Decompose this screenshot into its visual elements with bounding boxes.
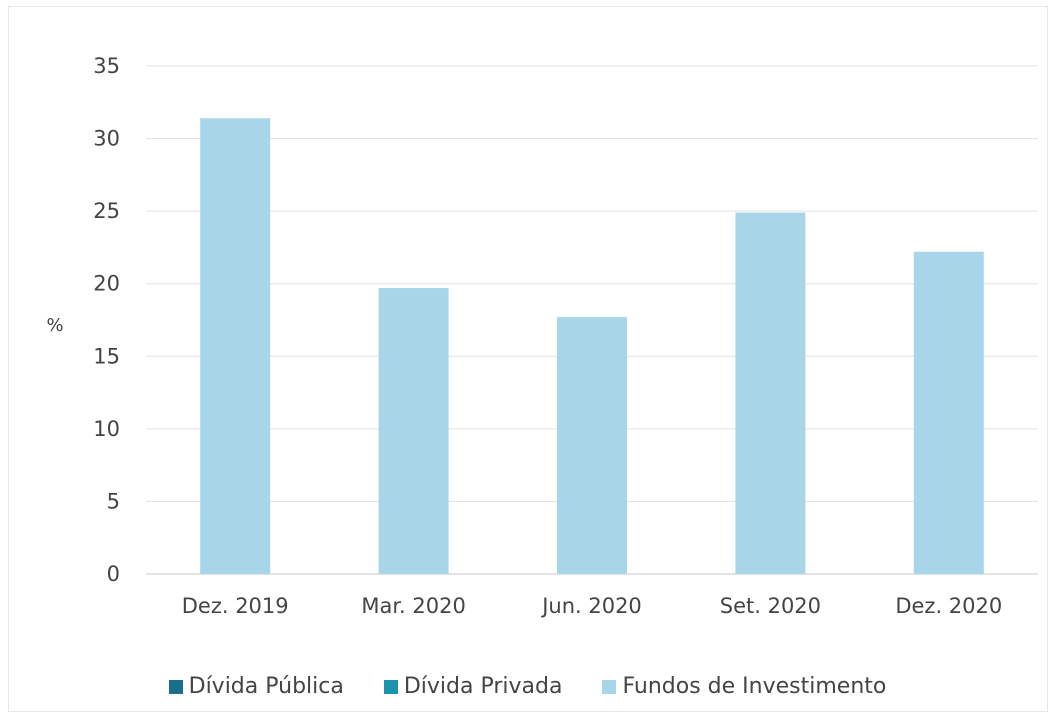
bar-chart: 0 5 10 15 20 25 30 35 % Dez. 2019 Mar. 2020 Jun. … — [46, 54, 1038, 618]
y-tick-label: 5 — [107, 489, 120, 513]
gridlines — [146, 65, 1038, 575]
legend-label: Dívida Privada — [403, 674, 563, 699]
x-axis-categories: Dez. 2019 Mar. 2020 Jun. 2020 Set. 2020 Dez.… — [182, 594, 1003, 618]
chart-frame — [8, 6, 1048, 712]
x-category-label: Set. 2020 — [720, 594, 821, 618]
legend-swatch — [383, 679, 398, 694]
bar — [378, 288, 449, 574]
x-category-label: Jun. 2020 — [540, 594, 642, 618]
y-axis-ticks: 0 5 10 15 20 25 30 35 — [93, 54, 120, 586]
y-tick-label: 15 — [93, 344, 120, 368]
legend-item: Fundos de Investimento — [602, 674, 886, 699]
x-category-label: Mar. 2020 — [361, 594, 466, 618]
y-tick-label: 25 — [93, 199, 120, 223]
bar — [735, 212, 806, 574]
bar — [200, 118, 271, 574]
legend-label: Fundos de Investimento — [622, 674, 887, 699]
y-axis-label: % — [46, 315, 63, 336]
x-category-label: Dez. 2020 — [895, 594, 1002, 618]
legend-item: Dívida Pública — [168, 674, 344, 699]
legend-swatch — [168, 679, 183, 694]
bars — [200, 118, 984, 575]
y-tick-label: 35 — [93, 54, 120, 78]
bar — [557, 317, 627, 574]
legend-item: Dívida Privada — [383, 674, 563, 699]
legend: Dívida Pública Dívida Privada Fundos de In… — [0, 674, 1055, 699]
y-tick-label: 30 — [93, 127, 120, 151]
legend-swatch — [602, 679, 617, 694]
y-tick-label: 10 — [93, 417, 120, 441]
y-tick-label: 0 — [107, 562, 120, 586]
y-tick-label: 20 — [93, 272, 120, 296]
x-category-label: Dez. 2019 — [182, 594, 289, 618]
legend-label: Dívida Pública — [188, 674, 344, 699]
bar — [913, 251, 984, 575]
